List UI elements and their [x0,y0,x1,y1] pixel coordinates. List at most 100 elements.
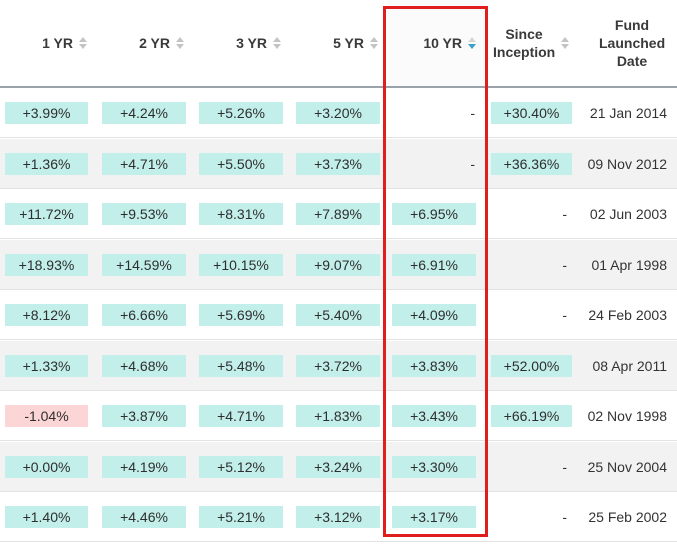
launch-date: 01 Apr 1998 [591,256,667,273]
table-row[interactable]: +8.12% +6.66% +5.69% +5.40% +4.09% - 24 Feb 20… [0,290,677,340]
cell-y3: +4.71% [193,391,290,441]
cell-since: +66.19% [485,391,577,441]
return-value: +3.20% [296,102,380,124]
column-header-since[interactable]: Since Inception [485,0,577,86]
return-value: +3.99% [5,102,88,124]
column-header-label: 2 YR [139,35,170,51]
cell-y3: +5.21% [193,492,290,542]
column-header-label: 1 YR [42,35,73,51]
sort-icon[interactable] [370,36,379,50]
empty-value: - [470,105,475,121]
return-value: +7.89% [296,203,380,225]
cell-launched: 09 Nov 2012 [577,139,677,189]
column-header-label: Fund Launched Date [599,17,666,69]
return-value: +1.40% [5,506,88,528]
return-value: +4.24% [102,102,186,124]
cell-y2: +9.53% [96,189,193,239]
return-value: +0.00% [5,455,88,478]
empty-value: - [562,458,567,475]
return-value: +4.71% [102,152,186,175]
cell-y2: +4.68% [96,341,193,391]
return-value: +11.72% [5,203,88,225]
return-value: +1.36% [5,152,88,175]
table-row[interactable]: +1.36% +4.71% +5.50% +3.73% - +36.36% 09 Nov 2… [0,138,677,189]
return-value: +4.46% [102,506,186,528]
cell-y10: +3.83% [387,341,485,391]
table-row[interactable]: +1.40% +4.46% +5.21% +3.12% +3.17% - 25 Feb 20… [0,492,677,542]
column-header-y1[interactable]: 1 YR [0,0,96,86]
cell-y5: +3.24% [290,442,387,492]
table-row[interactable]: -1.04% +3.87% +4.71% +1.83% +3.43% +66.19% 02 … [0,391,677,441]
cell-y10: - [387,88,485,138]
empty-value: - [470,155,475,172]
table-row[interactable]: +0.00% +4.19% +5.12% +3.24% +3.30% - 25 Nov 20… [0,441,677,492]
return-value: +3.87% [102,405,186,427]
cell-y3: +5.48% [193,341,290,391]
cell-y1: +3.99% [0,88,96,138]
table-row[interactable]: +3.99% +4.24% +5.26% +3.20% - +30.40% 21 Jan 2… [0,88,677,138]
sort-icon[interactable] [273,36,282,50]
return-value: +3.30% [392,455,476,478]
cell-y2: +4.19% [96,442,193,492]
cell-since: +36.36% [485,139,577,189]
return-value: +4.19% [102,455,186,478]
cell-launched: 02 Jun 2003 [577,189,677,239]
cell-y5: +3.72% [290,341,387,391]
return-value: +5.21% [199,506,283,528]
cell-y2: +3.87% [96,391,193,441]
return-value: +5.12% [199,455,283,478]
cell-since: +30.40% [485,88,577,138]
cell-y10: +6.91% [387,240,485,290]
cell-y5: +9.07% [290,240,387,290]
return-value: +4.68% [102,354,186,377]
return-value: +30.40% [491,102,572,124]
return-value: +6.91% [392,253,476,276]
table-row[interactable]: +11.72% +9.53% +8.31% +7.89% +6.95% - 02 Jun 2… [0,189,677,239]
cell-y2: +4.24% [96,88,193,138]
return-value: +3.83% [392,354,476,377]
launch-date: 02 Jun 2003 [589,206,667,222]
sort-icon[interactable] [561,36,569,50]
cell-y2: +4.46% [96,492,193,542]
return-value: +3.43% [392,405,476,427]
return-value: +5.69% [199,304,283,326]
column-header-y2[interactable]: 2 YR [96,0,193,86]
column-header-y10[interactable]: 10 YR [387,0,485,86]
cell-y1: +1.33% [0,341,96,391]
cell-y10: +6.95% [387,189,485,239]
cell-launched: 21 Jan 2014 [577,88,677,138]
table-row[interactable]: +18.93% +14.59% +10.15% +9.07% +6.91% - 01 Apr… [0,239,677,290]
cell-since: - [485,442,577,492]
cell-launched: 24 Feb 2003 [577,290,677,340]
cell-y1: -1.04% [0,391,96,441]
return-value: +3.24% [296,455,380,478]
sort-icon[interactable] [176,36,185,50]
empty-value: - [562,509,567,525]
column-header-y5[interactable]: 5 YR [290,0,387,86]
sort-icon[interactable] [79,36,88,50]
cell-y2: +6.66% [96,290,193,340]
return-value: -1.04% [5,405,88,427]
return-value: +8.12% [5,304,88,326]
return-value: +8.31% [199,203,283,225]
cell-launched: 25 Feb 2002 [577,492,677,542]
return-value: +3.72% [296,354,380,377]
return-value: +66.19% [491,405,572,427]
return-value: +3.17% [392,506,476,528]
cell-y5: +1.83% [290,391,387,441]
column-header-y3[interactable]: 3 YR [193,0,290,86]
return-value: +10.15% [199,253,283,276]
cell-launched: 08 Apr 2011 [577,341,677,391]
empty-value: - [562,307,567,323]
table-row[interactable]: +1.33% +4.68% +5.48% +3.72% +3.83% +52.00% 08 … [0,340,677,391]
sort-descending-icon[interactable] [468,36,477,50]
cell-y3: +5.12% [193,442,290,492]
cell-y5: +3.12% [290,492,387,542]
cell-since: - [485,189,577,239]
empty-value: - [562,256,567,273]
column-header-label: 10 YR [423,35,462,51]
cell-launched: 01 Apr 1998 [577,240,677,290]
cell-y5: +7.89% [290,189,387,239]
return-value: +3.73% [296,152,380,175]
return-value: +3.12% [296,506,380,528]
